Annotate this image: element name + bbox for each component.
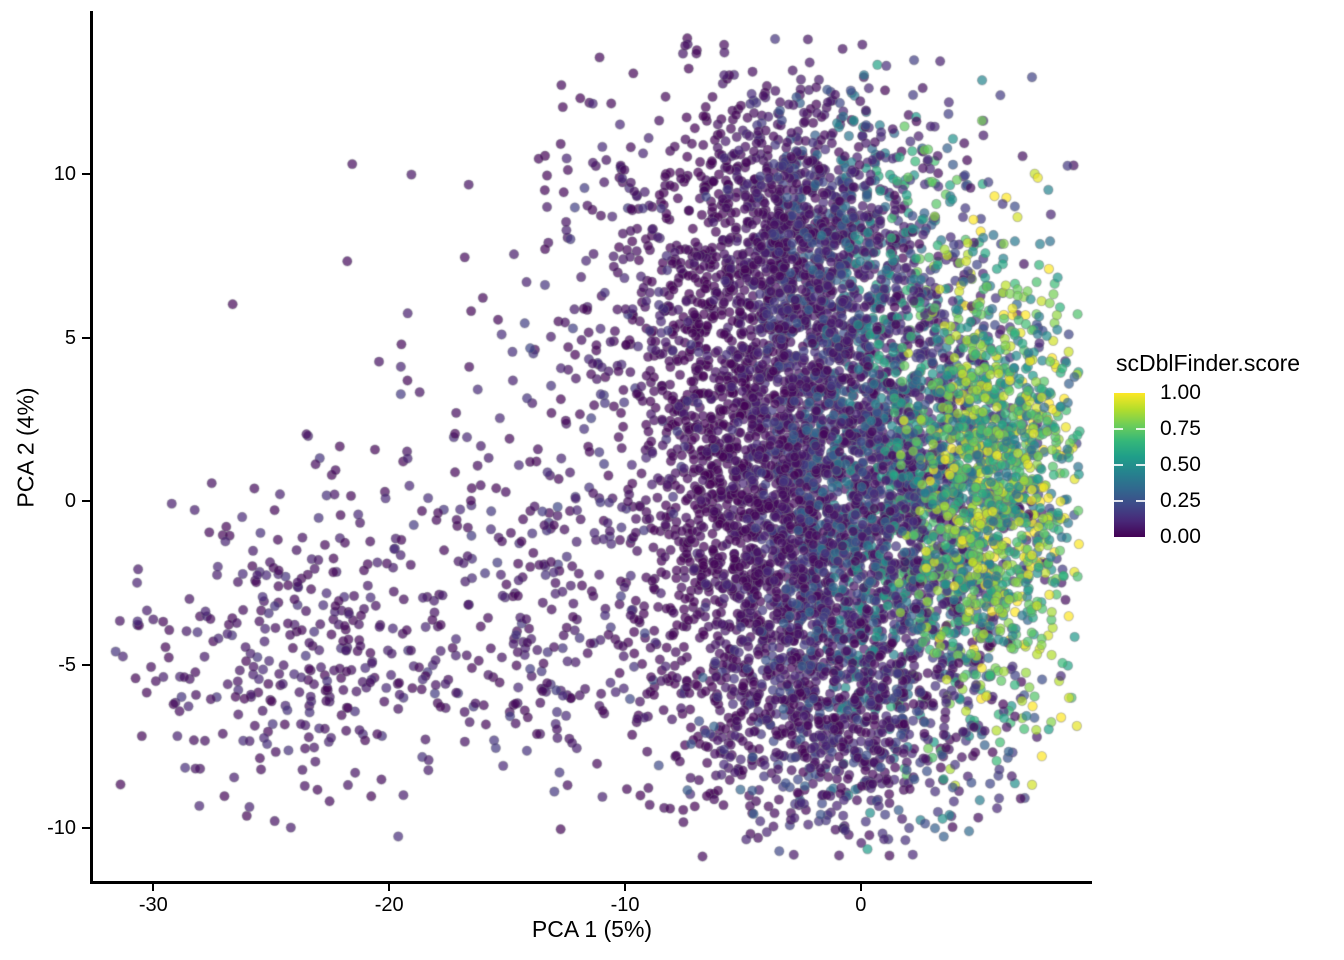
x-tick-label: -10 (610, 894, 640, 916)
y-axis-line (90, 11, 93, 884)
y-tick-label: -5 (58, 653, 76, 676)
y-tick-label: 0 (64, 490, 76, 513)
y-tick-mark (82, 500, 90, 503)
x-tick-label: -20 (374, 894, 404, 916)
y-tick-mark (82, 827, 90, 830)
y-tick-label: 5 (64, 326, 76, 349)
y-axis-title: PCA 2 (4%) (12, 386, 39, 508)
y-tick-mark (82, 336, 90, 339)
x-tick-mark (624, 883, 627, 891)
x-tick-label: 0 (855, 894, 867, 916)
x-tick-label: -30 (138, 894, 168, 916)
x-axis-line (90, 881, 1092, 884)
x-axis-title: PCA 1 (5%) (531, 916, 653, 942)
y-tick-mark (82, 663, 90, 666)
x-tick-mark (388, 883, 391, 891)
x-tick-mark (152, 883, 155, 891)
y-tick-label: 10 (53, 163, 76, 186)
y-tick-label: -10 (47, 817, 76, 840)
x-tick-mark (859, 883, 862, 891)
y-tick-mark (82, 173, 90, 176)
